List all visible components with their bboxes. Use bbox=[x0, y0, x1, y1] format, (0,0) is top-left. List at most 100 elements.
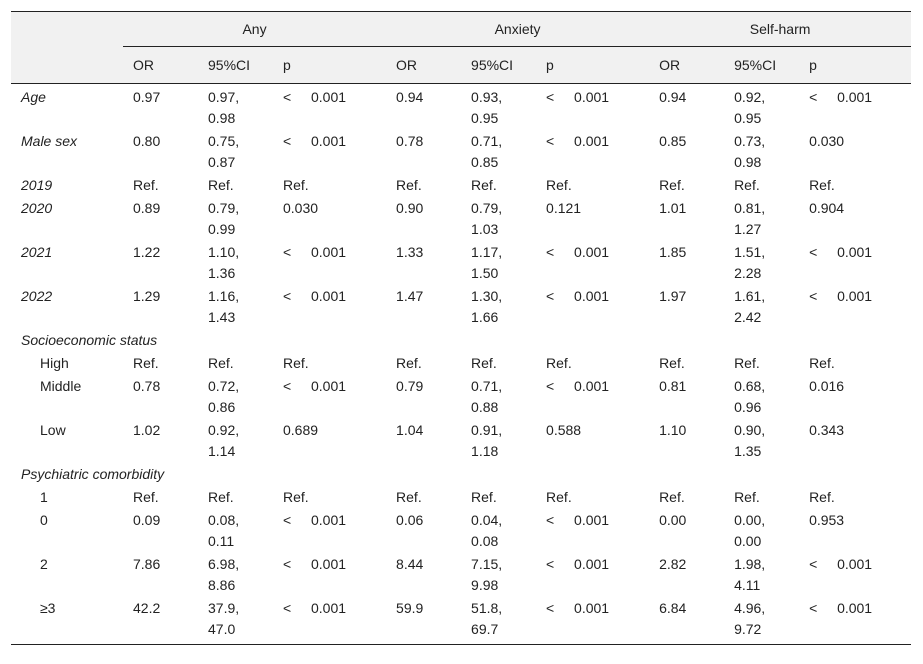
cell-p: 0.030 bbox=[809, 133, 845, 149]
cell-ci: 0.92, 1.14 bbox=[208, 422, 240, 459]
row-group-label: Socioeconomic status bbox=[21, 332, 158, 348]
cell-ci: Ref. bbox=[471, 355, 497, 371]
table-row: Male sex 0.80 0.75, 0.87 <0.001 0.78 0.71, 0.85… bbox=[11, 130, 911, 174]
row-label: Male sex bbox=[21, 133, 78, 149]
col-header-ci: 95%CI bbox=[461, 46, 537, 84]
row-label: Age bbox=[21, 89, 46, 105]
cell-or: Ref. bbox=[133, 355, 159, 371]
table-row: High Ref. Ref. Ref. Ref. Ref. Ref. Ref. Ref. Ref. bbox=[11, 352, 911, 375]
cell-or: 1.85 bbox=[659, 244, 687, 260]
cell-or: 0.78 bbox=[133, 378, 161, 394]
cell-p: 0.016 bbox=[809, 378, 845, 394]
cell-p: 0.343 bbox=[809, 422, 845, 438]
group-header-row: Any Anxiety Self-harm bbox=[11, 11, 912, 47]
table-row: 2022 1.29 1.16, 1.43 <0.001 1.47 1.30, 1.66 <0.0… bbox=[11, 285, 911, 329]
cell-ci: Ref. bbox=[208, 177, 234, 193]
cell-or: 1.10 bbox=[659, 422, 687, 438]
cell-ci: 1.30, 1.66 bbox=[471, 288, 503, 325]
cell-or: 0.89 bbox=[133, 200, 161, 216]
cell-p: <0.001 bbox=[809, 556, 873, 572]
cell-or: 0.85 bbox=[659, 133, 687, 149]
cell-or: 0.94 bbox=[396, 89, 424, 105]
row-label: High bbox=[40, 355, 69, 371]
cell-p: <0.001 bbox=[546, 556, 610, 572]
cell-or: 0.97 bbox=[133, 89, 161, 105]
cell-ci: 51.8, 69.7 bbox=[461, 597, 537, 645]
cell-or: Ref. bbox=[659, 489, 685, 505]
cell-or: 1.47 bbox=[396, 288, 424, 304]
cell-p: Ref. bbox=[283, 489, 309, 505]
row-label: 2019 bbox=[21, 177, 53, 193]
cell-or: 59.9 bbox=[386, 597, 462, 645]
cell-p: <0.001 bbox=[546, 244, 610, 260]
cell-ci: Ref. bbox=[471, 177, 497, 193]
cell-p: Ref. bbox=[809, 355, 835, 371]
cell-p: 0.904 bbox=[809, 200, 845, 216]
cell-or: 0.78 bbox=[396, 133, 424, 149]
col-header-ci: 95%CI bbox=[198, 46, 273, 84]
cell-or: Ref. bbox=[133, 489, 159, 505]
table-row: 2 7.86 6.98, 8.86 <0.001 8.44 7.15, 9.98 <0.001 2… bbox=[11, 553, 911, 597]
cell-or: 1.01 bbox=[659, 200, 687, 216]
cell-or: Ref. bbox=[659, 355, 685, 371]
row-label: 2 bbox=[40, 556, 48, 572]
cell-ci: Ref. bbox=[734, 489, 760, 505]
cell-p: <0.001 bbox=[799, 597, 912, 645]
cell-p: <0.001 bbox=[283, 133, 347, 149]
odds-ratio-table: Any Anxiety Self-harm OR 95%CI p OR 95%C… bbox=[11, 11, 912, 645]
cell-ci: 0.93, 0.95 bbox=[471, 89, 503, 126]
table-row: Psychiatric comorbidity bbox=[11, 463, 911, 486]
cell-p: 0.030 bbox=[283, 200, 319, 216]
row-label: ≥3 bbox=[11, 597, 123, 645]
cell-ci: 1.16, 1.43 bbox=[208, 288, 240, 325]
cell-or: 0.81 bbox=[659, 378, 687, 394]
col-header-p: p bbox=[799, 46, 912, 84]
cell-p: 0.121 bbox=[546, 200, 582, 216]
cell-or: Ref. bbox=[396, 177, 422, 193]
cell-p: <0.001 bbox=[809, 244, 873, 260]
row-label: 2020 bbox=[21, 200, 53, 216]
row-label: 0 bbox=[40, 512, 48, 528]
cell-or: 6.84 bbox=[649, 597, 725, 645]
cell-ci: 0.71, 0.85 bbox=[471, 133, 503, 170]
cell-ci: 0.68, 0.96 bbox=[734, 378, 766, 415]
cell-p: Ref. bbox=[546, 489, 572, 505]
cell-ci: Ref. bbox=[208, 355, 234, 371]
table-row: 2019 Ref. Ref. Ref. Ref. Ref. Ref. Ref. Ref. Ref. bbox=[11, 174, 911, 197]
cell-or: 0.94 bbox=[659, 89, 687, 105]
cell-p: <0.001 bbox=[283, 244, 347, 260]
table-row: Middle 0.78 0.72, 0.86 <0.001 0.79 0.71, 0.88 <0… bbox=[11, 375, 911, 419]
cell-ci: 37.9, 47.0 bbox=[198, 597, 273, 645]
corner-cell-2 bbox=[11, 46, 123, 84]
cell-or: 1.33 bbox=[396, 244, 424, 260]
row-label: 2022 bbox=[21, 288, 53, 304]
col-header-or: OR bbox=[123, 46, 198, 84]
row-label: Middle bbox=[40, 378, 82, 394]
cell-ci: 6.98, 8.86 bbox=[208, 556, 240, 593]
cell-p: Ref. bbox=[546, 177, 572, 193]
cell-or: 7.86 bbox=[133, 556, 161, 572]
cell-or: Ref. bbox=[133, 177, 159, 193]
cell-ci: 0.71, 0.88 bbox=[471, 378, 503, 415]
cell-or: 0.00 bbox=[659, 512, 687, 528]
table-row: Age 0.97 0.97, 0.98 <0.001 0.94 0.93, 0.95 <0.00… bbox=[11, 84, 911, 131]
col-header-or: OR bbox=[649, 46, 725, 84]
cell-ci: 0.75, 0.87 bbox=[208, 133, 240, 170]
cell-ci: 0.79, 1.03 bbox=[471, 200, 503, 237]
table-row: ≥3 42.2 37.9, 47.0 <0.001 59.9 51.8, 69.7 <0.001… bbox=[11, 597, 912, 645]
cell-p: <0.001 bbox=[546, 133, 610, 149]
cell-ci: 0.73, 0.98 bbox=[734, 133, 766, 170]
cell-or: 0.79 bbox=[396, 378, 424, 394]
cell-ci: 0.97, 0.98 bbox=[208, 89, 240, 126]
cell-p: Ref. bbox=[809, 177, 835, 193]
group-header-self-harm: Self-harm bbox=[649, 11, 912, 47]
cell-or: 0.80 bbox=[133, 133, 161, 149]
cell-ci: 1.10, 1.36 bbox=[208, 244, 240, 281]
cell-ci: 0.00, 0.00 bbox=[734, 512, 766, 549]
cell-or: 1.02 bbox=[133, 422, 161, 438]
cell-ci: 0.08, 0.11 bbox=[208, 512, 240, 549]
group-header-anxiety: Anxiety bbox=[386, 11, 650, 47]
row-label: 1 bbox=[40, 489, 48, 505]
cell-or: 0.90 bbox=[396, 200, 424, 216]
cell-or: Ref. bbox=[396, 489, 422, 505]
